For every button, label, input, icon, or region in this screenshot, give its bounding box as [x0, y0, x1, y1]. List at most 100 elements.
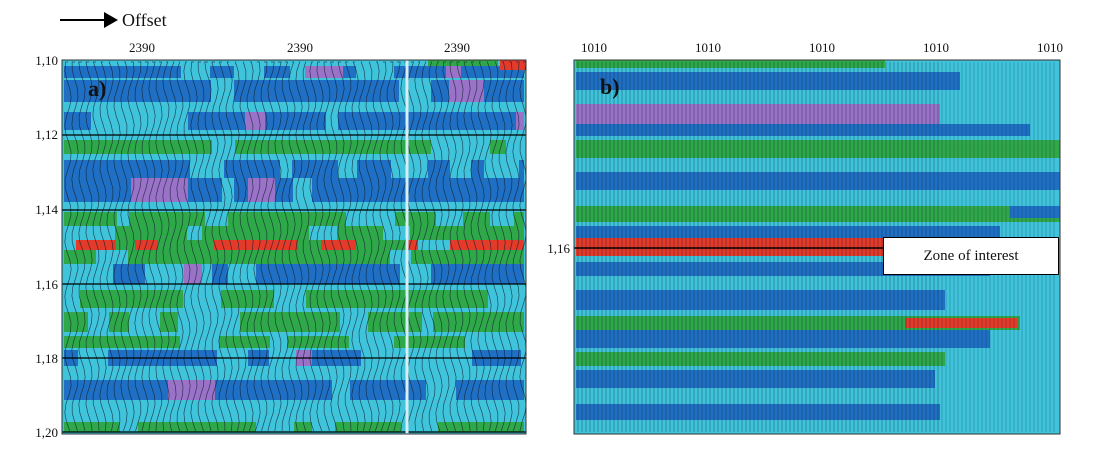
seismic-cell [428, 160, 450, 178]
seismic-cell [271, 312, 283, 332]
seismic-cell [407, 104, 422, 112]
seismic-cell [157, 140, 183, 154]
seismic-cell [221, 290, 240, 308]
seismic-trace [295, 61, 303, 432]
seismic-cell [321, 104, 331, 112]
seismic-cell [471, 240, 481, 250]
seismic-trace [71, 61, 79, 432]
seismic-cell [469, 422, 480, 432]
seismic-trace [498, 61, 506, 432]
seismic-cell [64, 66, 88, 78]
seismic-cell [381, 402, 420, 414]
seismic-cell [240, 290, 274, 308]
seismic-cell [109, 312, 129, 332]
seismic-band [1010, 206, 1060, 218]
panel-a-ytick: 1,12 [35, 127, 58, 142]
seismic-cell [234, 66, 264, 78]
seismic-cell [446, 250, 474, 264]
seismic-cell [256, 422, 284, 432]
seismic-cell [316, 160, 338, 178]
seismic-cell [368, 160, 391, 178]
seismic-cell [426, 380, 456, 400]
seismic-trace [148, 61, 156, 432]
seismic-cell [497, 178, 510, 202]
seismic-cell [184, 264, 202, 284]
seismic-cell [436, 212, 463, 226]
seismic-trace [155, 61, 163, 432]
seismic-cell [144, 160, 163, 178]
seismic-cell [94, 422, 120, 432]
panel-a: a) 2390 2390 2390 1,10 1,12 1,14 1,16 1,… [35, 40, 527, 440]
seismic-cell [160, 312, 178, 332]
seismic-cell [90, 402, 125, 414]
seismic-cell [174, 264, 184, 284]
seismic-band [576, 72, 960, 90]
seismic-trace [365, 61, 373, 432]
seismic-cell [235, 140, 274, 154]
seismic-cell [463, 226, 474, 240]
seismic-cell [356, 66, 394, 78]
seismic-cell [516, 112, 524, 130]
seismic-cell [228, 264, 256, 284]
seismic-band [905, 318, 1017, 328]
seismic-cell [64, 160, 102, 178]
seismic-cell [359, 422, 377, 432]
seismic-cell [471, 160, 484, 178]
seismic-cell [313, 80, 336, 102]
seismic-cell [88, 66, 101, 78]
panel-b-xtick: 1010 [581, 40, 607, 55]
seismic-cell [303, 140, 335, 154]
seismic-cell [335, 140, 360, 154]
seismic-trace [449, 61, 457, 432]
seismic-cell [183, 140, 212, 154]
seismic-cell [64, 104, 90, 112]
seismic-trace [169, 61, 177, 432]
seismic-cell [270, 380, 297, 400]
seismic-trace [288, 61, 296, 432]
seismic-cell [479, 112, 516, 130]
seismic-cell [290, 402, 314, 414]
seismic-trace [92, 61, 100, 432]
seismic-cell [64, 312, 88, 332]
seismic-cell [337, 226, 365, 240]
seismic-cell [222, 104, 245, 112]
seismic-cell [113, 80, 137, 102]
panel-b-xtick: 1010 [809, 40, 835, 55]
seismic-trace [141, 61, 149, 432]
seismic-trace [225, 61, 233, 432]
seismic-cell [481, 240, 512, 250]
seismic-cell [287, 336, 320, 348]
seismic-cell [292, 160, 316, 178]
seismic-cell [370, 402, 381, 414]
seismic-cell [168, 402, 205, 414]
seismic-cell [272, 104, 285, 112]
seismic-cell [280, 160, 292, 178]
seismic-trace [246, 61, 254, 432]
seismic-cell [463, 212, 490, 226]
panel-b-letter: b) [600, 74, 620, 99]
seismic-cell [326, 264, 364, 284]
panel-a-ytick: 1,10 [35, 53, 58, 68]
seismic-cell [272, 226, 299, 240]
seismic-cell [394, 336, 407, 348]
seismic-cell [165, 80, 197, 102]
seismic-cell [338, 112, 353, 130]
panel-a-xtick: 2390 [129, 40, 155, 55]
seismic-cell [496, 264, 524, 284]
seismic-cell [506, 140, 524, 154]
seismic-cell [394, 66, 416, 78]
seismic-cell [490, 402, 524, 414]
seismic-trace [78, 61, 86, 432]
seismic-cell [181, 66, 210, 78]
seismic-cell [120, 422, 138, 432]
seismic-trace [470, 61, 478, 432]
panel-b-xtick: 1010 [695, 40, 721, 55]
seismic-cell [391, 160, 428, 178]
seismic-cell [428, 60, 498, 66]
seismic-cell [64, 178, 84, 202]
seismic-cell [74, 250, 96, 264]
seismic-cell [158, 240, 194, 250]
seismic-cell [368, 312, 405, 332]
seismic-cell [298, 240, 321, 250]
seismic-cell [440, 226, 450, 240]
